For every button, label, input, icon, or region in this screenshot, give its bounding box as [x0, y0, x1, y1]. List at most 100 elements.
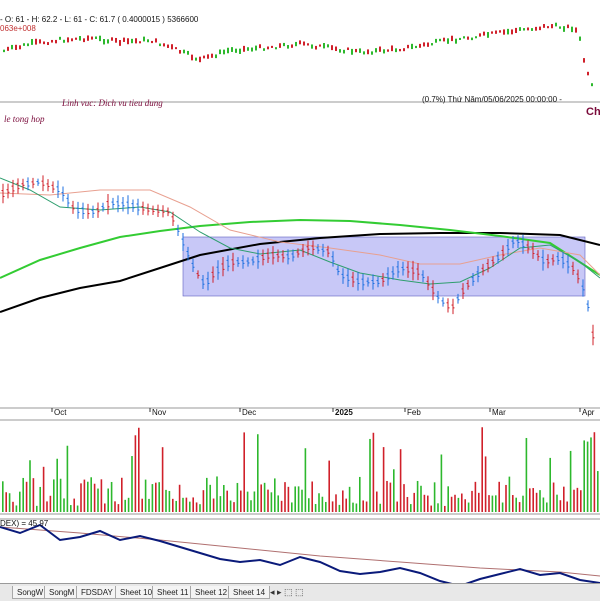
mini-candle: [327, 44, 329, 48]
mini-candle: [487, 32, 489, 38]
mini-candle: [167, 44, 169, 48]
tab-songm[interactable]: SongM: [44, 586, 80, 599]
mini-candle: [99, 35, 101, 42]
volume-bar: [172, 498, 174, 512]
volume-bar: [372, 432, 375, 512]
volume-bar: [580, 490, 582, 512]
volume-bar: [59, 478, 62, 512]
mini-candle: [39, 39, 41, 44]
mini-candle: [519, 27, 521, 31]
volume-bar: [127, 497, 130, 512]
volume-bar: [399, 449, 402, 512]
mini-candle: [75, 37, 77, 40]
volume-bar: [338, 504, 341, 512]
tab-sheet-10[interactable]: Sheet 10: [115, 586, 158, 599]
volume-bar: [583, 440, 585, 512]
tab-sheet-11[interactable]: Sheet 11: [152, 586, 194, 599]
mini-candle: [399, 48, 401, 52]
volume-bar: [590, 437, 592, 512]
volume-bar: [63, 498, 65, 512]
tab-sheet-14[interactable]: Sheet 14: [228, 586, 271, 599]
mini-candle: [555, 22, 557, 27]
mini-candle: [419, 43, 421, 48]
volume-bar: [144, 479, 147, 512]
volume-bar: [382, 447, 385, 512]
x-axis-label: Nov: [152, 408, 167, 417]
tab-fdsday[interactable]: FDSDAY: [76, 586, 118, 599]
mini-candle: [255, 45, 257, 51]
volume-bar: [450, 496, 453, 512]
mini-candle: [155, 38, 157, 43]
ohlc-readout: - O: 61 - H: 62.2 - L: 61 - C: 61.7 ( 0.…: [0, 15, 199, 24]
mini-candle: [135, 38, 137, 44]
mini-candle: [451, 35, 453, 42]
mini-candle: [23, 43, 25, 46]
volume-bar: [484, 456, 487, 512]
mini-candle: [435, 38, 437, 43]
volume-bar: [161, 447, 164, 512]
mini-candle: [387, 49, 389, 52]
mini-candle: [395, 48, 397, 53]
volume-bar: [491, 495, 494, 512]
change-readout: (0.7%) Thứ Năm/05/06/2025 00:00:00 -: [422, 95, 562, 104]
ma-salmon-line: [0, 189, 600, 276]
mini-candle: [439, 38, 441, 42]
volume-bar: [192, 497, 194, 512]
volume-bar: [355, 503, 358, 512]
mini-candle: [315, 45, 317, 50]
mini-candle: [363, 51, 365, 55]
tab-songw[interactable]: SongW: [12, 586, 49, 599]
mini-candle: [567, 24, 569, 29]
group-label: le tong hop: [4, 114, 45, 124]
mini-candle: [531, 28, 533, 31]
volume-bar: [5, 492, 7, 512]
volume-bar: [396, 501, 398, 512]
mini-candle: [235, 48, 237, 53]
mini-candle: [307, 43, 309, 46]
volume-bar: [532, 488, 534, 512]
mini-candle: [523, 28, 525, 31]
mini-candle: [343, 49, 345, 54]
nav-arrow-icon[interactable]: ◂ ▸ ⬚ ⬚: [270, 587, 304, 597]
mini-candle: [447, 38, 449, 44]
volume-bar: [314, 504, 317, 512]
volume-bar: [189, 501, 191, 512]
tab-sheet-12[interactable]: Sheet 12: [190, 586, 233, 599]
mini-candle: [459, 37, 461, 40]
mini-candle: [95, 36, 97, 40]
volume-bar: [304, 448, 307, 512]
mini-candle: [383, 49, 385, 54]
volume-bar: [240, 490, 242, 512]
volume-bar: [335, 494, 337, 512]
volume-bar: [2, 481, 4, 512]
volume-bar: [413, 492, 415, 512]
volume-bar: [287, 486, 290, 512]
mini-candle: [351, 48, 353, 55]
volume-bar: [430, 505, 432, 512]
volume-bar: [83, 479, 86, 512]
volume-bar: [209, 484, 211, 512]
mini-candle: [431, 43, 433, 46]
volume-bar: [175, 500, 177, 512]
volume-bar: [525, 437, 528, 512]
mini-candle: [191, 54, 193, 61]
volume-bar: [569, 450, 572, 512]
mini-candle: [215, 54, 217, 59]
mini-candle: [227, 47, 229, 54]
volume-bar: [223, 485, 225, 512]
volume-bar: [274, 478, 276, 512]
volume-bar: [535, 492, 538, 512]
volume-bar: [311, 481, 313, 512]
volume-bar: [423, 494, 426, 512]
mini-candle: [163, 43, 165, 47]
mini-candle: [251, 47, 253, 52]
volume-bar: [379, 503, 381, 512]
volume-bar: [498, 481, 500, 512]
mini-candle: [391, 45, 393, 52]
volume-bar: [403, 484, 405, 512]
volume-bar: [433, 482, 436, 512]
volume-bar: [515, 497, 517, 512]
mini-candle: [283, 42, 285, 47]
mini-candle: [115, 37, 117, 43]
volume-bar: [202, 490, 205, 512]
